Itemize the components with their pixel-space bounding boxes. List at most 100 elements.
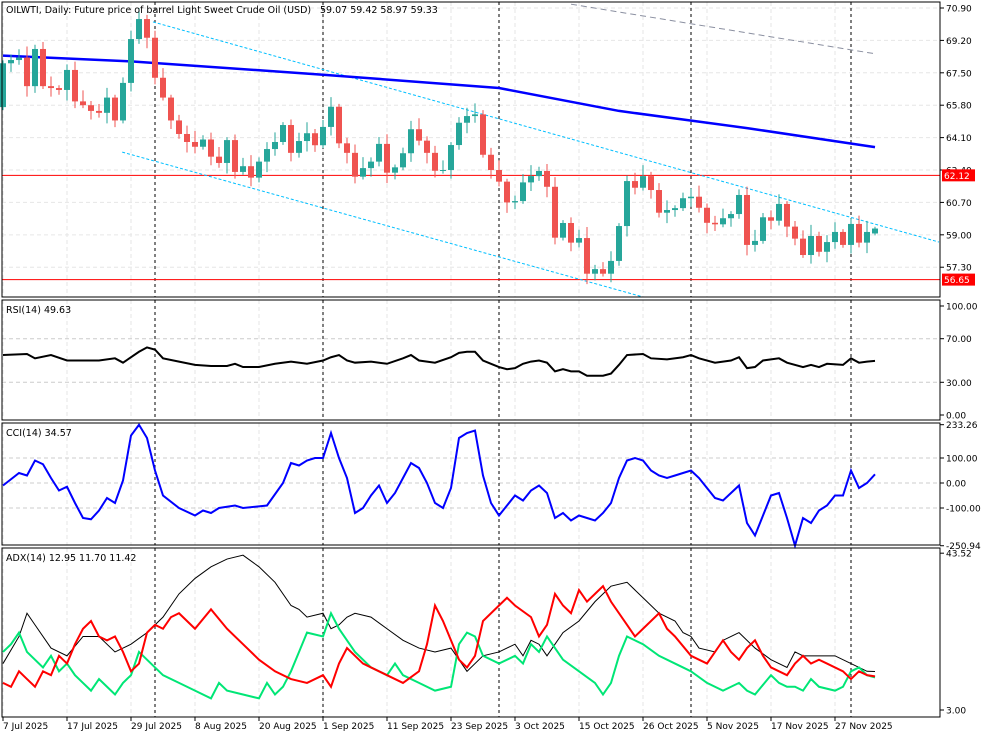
candle-body (520, 182, 526, 202)
candle-body (320, 126, 326, 146)
candle-body (200, 139, 206, 147)
candle (752, 229, 758, 252)
candle-body (712, 222, 718, 225)
candle (568, 217, 574, 252)
candle (736, 189, 742, 219)
candle (120, 77, 126, 124)
rsi-axis-label: 0.00 (946, 412, 966, 422)
candle-body (240, 166, 246, 172)
candle (384, 134, 390, 184)
candle-body (848, 223, 854, 245)
candle-body (792, 226, 798, 239)
price-axis-label: 69.20 (946, 37, 972, 47)
candle (600, 262, 606, 277)
price-axis-label: 65.80 (946, 102, 972, 112)
candle-body (496, 170, 502, 182)
cci-axis-label: -100.00 (946, 505, 981, 515)
candle (536, 166, 542, 181)
candle (160, 68, 166, 101)
date-axis-label: 29 Jul 2025 (131, 722, 182, 732)
candle (136, 8, 142, 44)
candle (680, 192, 686, 211)
candle (624, 175, 630, 237)
rsi-line (2, 346, 876, 377)
candle (544, 164, 550, 198)
candle (448, 142, 454, 179)
trendline (570, 3, 876, 55)
candle (632, 172, 638, 195)
candle-body (816, 235, 822, 252)
candle (704, 203, 710, 234)
cci-axis-label: 0.00 (946, 480, 966, 490)
date-axis-label: 3 Oct 2025 (515, 722, 565, 732)
candle-body (272, 141, 278, 150)
candle (392, 164, 398, 180)
cci-axis-label: 233.26 (946, 421, 978, 431)
candle-body (800, 238, 806, 256)
date-axis-label: 27 Nov 2025 (835, 722, 893, 732)
candle (8, 54, 14, 72)
candle (472, 103, 478, 123)
candle (744, 186, 750, 256)
adx-panel[interactable] (2, 554, 876, 700)
candle-body (720, 218, 726, 225)
candle (784, 201, 790, 238)
date-axis-label: 8 Aug 2025 (195, 722, 247, 732)
candle (776, 194, 782, 226)
candle-body (664, 210, 670, 213)
candle (872, 226, 878, 236)
candle (272, 132, 278, 156)
candle-body (736, 194, 742, 215)
candle-body (264, 149, 270, 162)
rsi-panel[interactable] (2, 346, 876, 377)
candle-body (648, 176, 654, 191)
candle (608, 251, 614, 283)
candle (488, 147, 494, 179)
price-panel[interactable] (0, 3, 940, 298)
candle-body (256, 161, 262, 178)
candle (296, 132, 302, 158)
rsi-axis-label: 70.00 (946, 335, 972, 345)
candle-body (136, 19, 142, 40)
date-axis-label: 7 Jul 2025 (3, 722, 48, 732)
candle-body (24, 57, 30, 87)
candle-body (440, 170, 446, 172)
candle-body (784, 203, 790, 227)
candle-body (192, 141, 198, 147)
candle-body (576, 238, 582, 243)
candle (712, 215, 718, 232)
adx-axis-label: 43.52 (946, 550, 972, 560)
candle (592, 264, 598, 281)
candle (224, 137, 230, 174)
candle (504, 178, 510, 213)
panel-frame (1, 1, 941, 298)
cci-axis-label: -250.94 (946, 542, 981, 552)
candle-body (488, 154, 494, 171)
candle-body (600, 269, 606, 274)
candle-body (80, 101, 86, 106)
price-axis-label: 67.50 (946, 69, 972, 79)
candle-body (832, 231, 838, 243)
candle (512, 195, 518, 210)
candle-body (312, 133, 318, 146)
cci-line (2, 422, 876, 550)
candle (248, 155, 254, 187)
candle (640, 165, 646, 191)
candle (352, 144, 358, 184)
candle-body (504, 181, 510, 203)
price-axis-label: 60.70 (946, 199, 972, 209)
candle (728, 211, 734, 227)
panel-frame (1, 422, 941, 546)
candle-body (344, 143, 350, 153)
candle-body (656, 190, 662, 213)
candle-body (544, 170, 550, 187)
candle (72, 61, 78, 109)
candle-body (248, 166, 254, 178)
date-axis-label: 5 Nov 2025 (707, 722, 759, 732)
price-axis-label: 59.00 (946, 231, 972, 241)
cci-panel[interactable] (2, 422, 876, 550)
candle (304, 122, 310, 152)
candle-body (552, 186, 558, 238)
candle (208, 132, 214, 166)
